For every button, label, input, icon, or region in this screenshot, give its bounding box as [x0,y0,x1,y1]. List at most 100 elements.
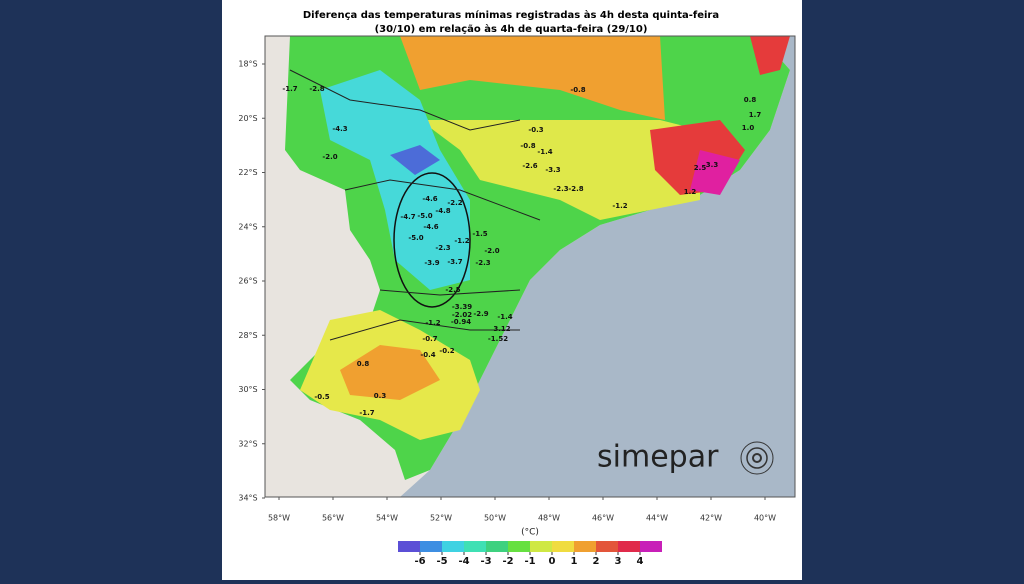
lat-label: 24°S [238,222,257,231]
lat-label: 26°S [238,277,257,286]
logo-icon [746,447,768,469]
point-value: -1.4 [497,313,512,321]
colorbar-swatch [464,541,486,552]
point-value: -0.5 [314,393,329,401]
point-value: -2.5 [445,286,460,294]
lat-label: 20°S [238,114,257,123]
field-coldest [390,145,440,175]
colorbar-swatch [596,541,618,552]
point-value: -2.8 [309,85,324,93]
point-value: 0.3 [374,392,387,400]
field-warmer [400,36,665,120]
lon-label: 58°W [268,514,290,523]
colorbar-label: 2 [593,556,600,567]
lon-label: 52°W [430,514,452,523]
point-value: -5.0 [408,234,423,242]
point-value: -3.39 [452,303,472,311]
point-value: 3.3 [706,161,719,169]
colorbar-swatch [508,541,530,552]
point-value: -2.6 [522,162,537,170]
point-value: -0.8 [570,86,585,94]
point-value: -2.0 [322,153,337,161]
point-value: -0.7 [422,335,437,343]
title-line: (30/10) em relação às 4h de quarta-feira… [375,23,648,35]
point-value: 1.0 [742,124,755,132]
point-value: -2.2 [447,199,462,207]
point-value: -1.52 [488,335,508,343]
field-hot [750,36,790,75]
point-value: 2.5 [694,164,707,172]
lat-label: 32°S [238,439,257,448]
logo-icon [740,441,774,475]
colorbar-swatch [442,541,464,552]
lon-label: 40°W [754,514,776,523]
point-value: -2.02 [452,311,472,319]
point-value: 1.2 [684,188,697,196]
colorbar-label: -6 [414,556,425,567]
point-value: -1.2 [425,319,440,327]
colorbar-swatch [552,541,574,552]
field-warmer [340,345,440,400]
point-value: -2.0 [484,247,499,255]
colorbar-label: -4 [458,556,469,567]
lon-label: 46°W [592,514,614,523]
point-value: -1.7 [282,85,297,93]
point-value: -0.8 [520,142,535,150]
point-value: -0.3 [528,126,543,134]
colorbar-label: -5 [436,556,447,567]
point-value: 3.12 [493,325,510,333]
colorbar-label: 3 [615,556,622,567]
logo-icon [752,453,762,463]
point-value: -4.7 [400,213,415,221]
colorbar-label: 0 [549,556,556,567]
lon-label: 48°W [538,514,560,523]
colorbar-swatch [530,541,552,552]
point-value: -2.3 [553,185,568,193]
point-value: -4.6 [423,223,438,231]
colorbar-label: -2 [502,556,513,567]
field-hottest [690,150,740,195]
colorbar-swatch [486,541,508,552]
lat-label: 22°S [238,168,257,177]
point-value: -1.5 [472,230,487,238]
lon-label: 50°W [484,514,506,523]
point-value: -1.2 [454,237,469,245]
lat-label: 34°S [238,494,257,503]
point-value: 0.8 [744,96,757,104]
point-value: -1.7 [359,409,374,417]
highlight-ellipse [393,172,471,308]
logo: simepar [597,440,719,475]
point-value: 1.7 [749,111,762,119]
colorbar-label: 4 [637,556,644,567]
borders [289,69,541,341]
point-value: -0.2 [439,347,454,355]
point-value: -0.4 [420,351,435,359]
colorbar-label: -1 [524,556,535,567]
lat-label: 30°S [238,385,257,394]
point-value: -3.3 [545,166,560,174]
field-cold [320,70,470,290]
lat-label: 18°S [238,60,257,69]
point-value: -1.4 [537,148,552,156]
point-value: -5.0 [417,212,432,220]
colorbar-swatch [640,541,662,552]
lon-label: 56°W [322,514,344,523]
title-line: Diferença das temperaturas mínimas regis… [303,9,719,21]
colorbar-swatch [398,541,420,552]
point-value: -2.3 [475,259,490,267]
field-warm [420,120,700,220]
colorbar-swatch [618,541,640,552]
map-frame [264,35,796,498]
point-value: 0.8 [357,360,370,368]
colorbar-unit: (°C) [521,528,539,538]
colorbar-label: 1 [571,556,578,567]
lat-label: 28°S [238,331,257,340]
point-value: -2.8 [568,185,583,193]
point-value: -2.3 [435,244,450,252]
map [264,35,796,498]
point-value: -2.9 [473,310,488,318]
colorbar-label: -3 [480,556,491,567]
point-value: -3.9 [424,259,439,267]
lon-label: 42°W [700,514,722,523]
